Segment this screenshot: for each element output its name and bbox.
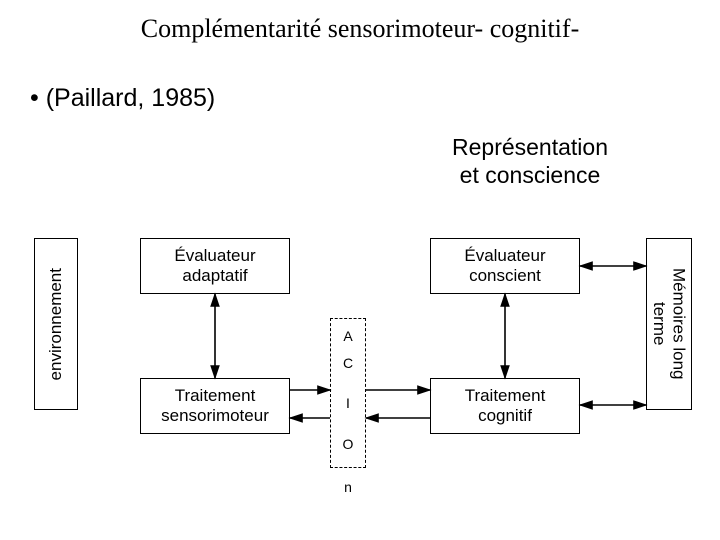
memory-label: Mémoires longterme xyxy=(649,268,688,380)
node-label: Traitementcognitif xyxy=(465,386,546,427)
letter-n: n xyxy=(338,479,358,495)
node-traitement-cognitif: Traitementcognitif xyxy=(430,378,580,434)
memory-label-box: Mémoires longterme xyxy=(646,238,692,410)
letter-o: O xyxy=(338,436,358,452)
node-label: Évaluateuradaptatif xyxy=(174,246,255,287)
slide: Complémentarité sensorimoteur- cognitif-… xyxy=(0,0,720,540)
caption-representation: Représentationet conscience xyxy=(420,134,640,189)
node-evaluateur-adaptatif: Évaluateuradaptatif xyxy=(140,238,290,294)
node-label: Évaluateurconscient xyxy=(464,246,545,287)
environment-label: environnement xyxy=(46,268,66,380)
node-evaluateur-conscient: Évaluateurconscient xyxy=(430,238,580,294)
environment-label-box: environnement xyxy=(34,238,78,410)
slide-title: Complémentarité sensorimoteur- cognitif- xyxy=(0,14,720,44)
node-traitement-sensorimoteur: Traitementsensorimoteur xyxy=(140,378,290,434)
letter-i: I xyxy=(338,395,358,411)
letter-c: C xyxy=(338,355,358,371)
node-label: Traitementsensorimoteur xyxy=(161,386,269,427)
citation-bullet: • (Paillard, 1985) xyxy=(30,84,215,113)
caption-text: Représentationet conscience xyxy=(452,134,608,188)
letter-a: A xyxy=(338,328,358,344)
